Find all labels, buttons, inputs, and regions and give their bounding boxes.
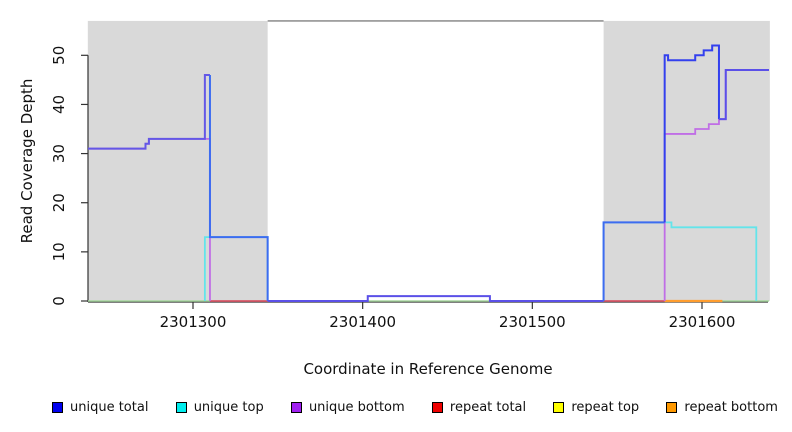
- y-tick-label: 40: [50, 95, 68, 114]
- legend-item-repeat-total: repeat total: [431, 400, 527, 415]
- legend-item-repeat-bottom: repeat bottom: [666, 400, 778, 415]
- y-axis-title: Read Coverage Depth: [18, 78, 36, 244]
- series-unique-total: [88, 73, 210, 150]
- legend-swatch-unique-top: [175, 402, 187, 413]
- y-tick-label: 0: [50, 296, 68, 306]
- y-tick-label: 10: [50, 242, 68, 261]
- legend-label: repeat top: [571, 400, 640, 415]
- legend: unique total unique top unique bottom repea…: [52, 400, 778, 415]
- series-unique-total: [267, 295, 604, 302]
- series-unique-total: [602, 221, 665, 301]
- x-axis-title: Coordinate in Reference Genome: [303, 360, 553, 378]
- legend-item-unique-top: unique top: [175, 400, 264, 415]
- x-tick-label: 2301500: [499, 313, 566, 331]
- series-unique-total: [718, 69, 769, 121]
- y-tick-label: 50: [50, 46, 68, 65]
- x-tick-label: 2301300: [160, 313, 227, 331]
- legend-swatch-repeat-top: [553, 402, 565, 413]
- y-tick-label: 30: [50, 144, 68, 163]
- series-unique-total: [663, 44, 720, 223]
- shaded-region-right: [603, 20, 770, 301]
- legend-swatch-unique-bottom: [290, 402, 302, 413]
- legend-item-unique-total: unique total: [52, 400, 148, 415]
- legend-swatch-repeat-total: [431, 402, 443, 413]
- legend-label: repeat bottom: [684, 400, 778, 415]
- x-tick-label: 2301400: [329, 313, 396, 331]
- legend-item-unique-bottom: unique bottom: [290, 400, 405, 415]
- y-tick-label: 20: [50, 193, 68, 212]
- legend-label: repeat total: [449, 400, 527, 415]
- legend-swatch-unique-total: [52, 402, 63, 413]
- legend-label: unique bottom: [308, 400, 405, 415]
- legend-label: unique total: [70, 400, 149, 415]
- x-tick-label: 2301600: [669, 313, 736, 331]
- legend-label: unique top: [193, 400, 264, 415]
- legend-item-repeat-top: repeat top: [553, 400, 639, 415]
- legend-swatch-repeat-bottom: [666, 402, 678, 413]
- series-unique-total: [208, 74, 269, 301]
- shaded-region-left: [87, 20, 268, 301]
